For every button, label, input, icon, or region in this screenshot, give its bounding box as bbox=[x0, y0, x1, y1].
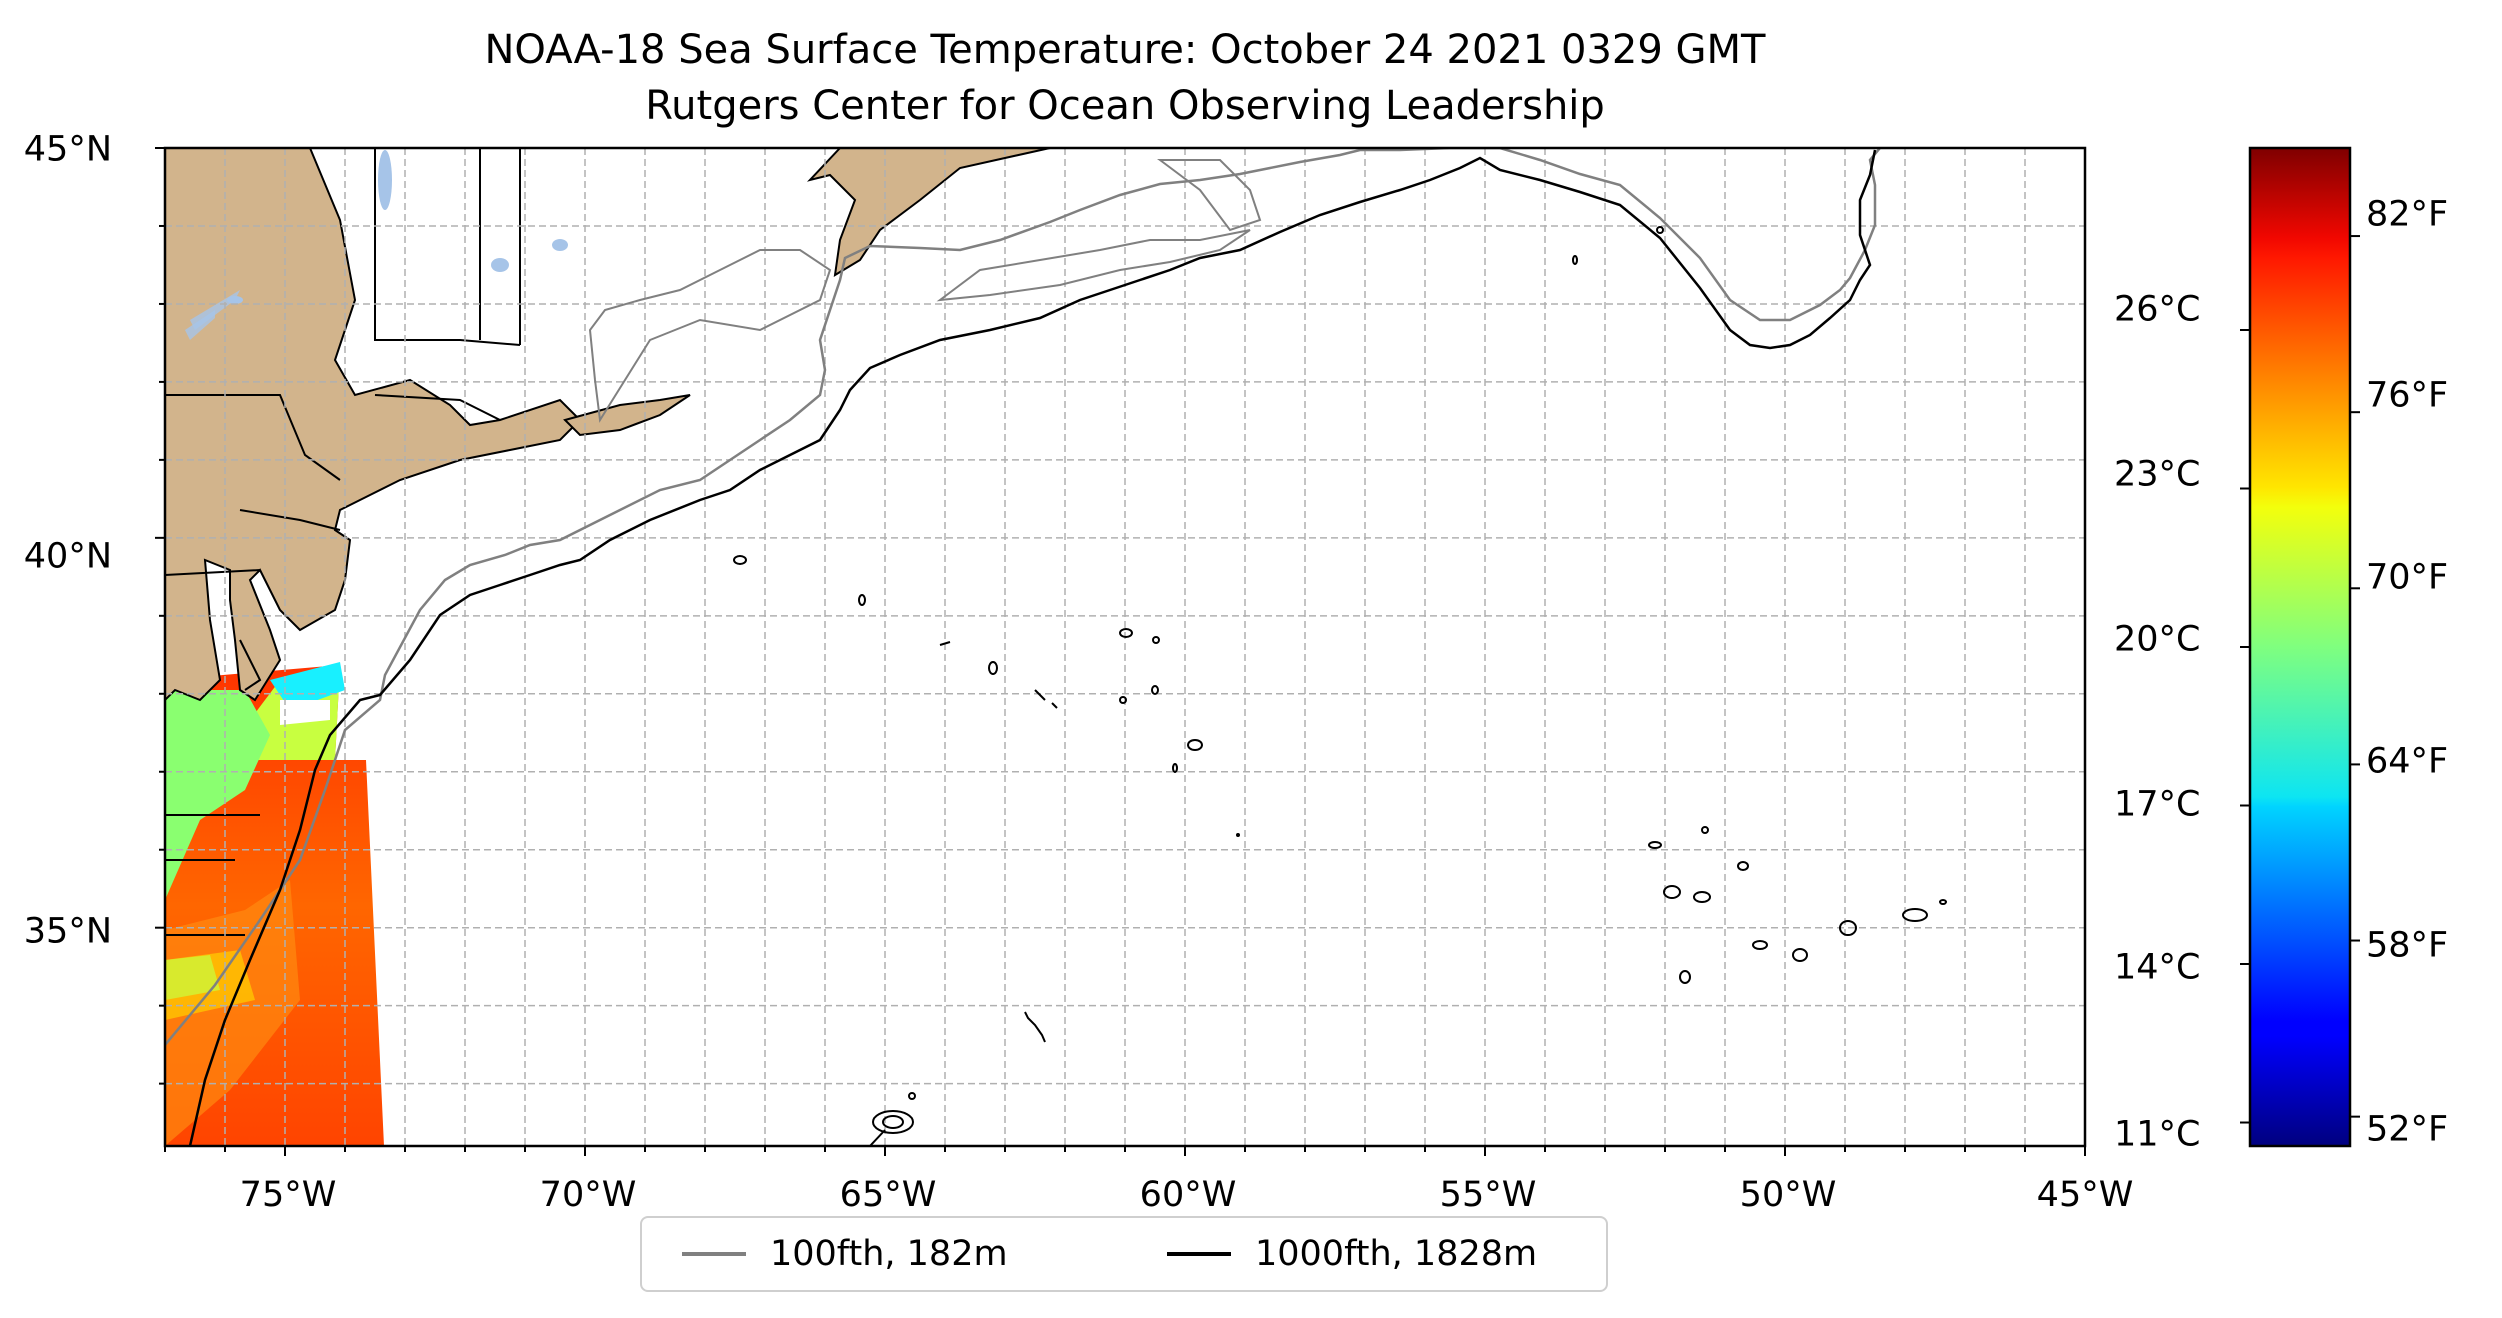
x-tick-label-50w: 50°W bbox=[1739, 1175, 1837, 1215]
x-tick-label-65w: 65°W bbox=[839, 1175, 937, 1215]
colorbar-label-17c: 17°C bbox=[2114, 784, 2201, 825]
x-tick-label-55w: 55°W bbox=[1439, 1175, 1537, 1215]
colorbar-label-52f: 52°F bbox=[2366, 1109, 2449, 1150]
contour-1000fth bbox=[188, 149, 1877, 1146]
gridlines bbox=[165, 148, 2085, 1146]
map-tick-marks bbox=[155, 147, 2086, 1156]
colorbar-label-11c: 11°C bbox=[2114, 1114, 2201, 1155]
legend-label-1000fth: 1000fth, 1828m bbox=[1255, 1234, 1538, 1274]
title-line1: NOAA-18 Sea Surface Temperature: October… bbox=[484, 27, 1766, 73]
colorbar-label-64f: 64°F bbox=[2366, 741, 2449, 782]
colorbar-label-20c: 20°C bbox=[2114, 619, 2201, 660]
x-tick-label-45w: 45°W bbox=[2036, 1175, 2134, 1215]
x-tick-label-70w: 70°W bbox=[539, 1175, 637, 1215]
lakes bbox=[185, 150, 568, 340]
colorbar-label-82f: 82°F bbox=[2366, 194, 2449, 235]
legend: 100fth, 182m 1000fth, 1828m bbox=[640, 1216, 1608, 1292]
colorbar-label-70f: 70°F bbox=[2366, 557, 2449, 598]
colorbar-label-14c: 14°C bbox=[2114, 947, 2201, 988]
y-tick-label-40n: 40°N bbox=[23, 536, 112, 577]
legend-label-100fth: 100fth, 182m bbox=[770, 1234, 1008, 1274]
legend-line-black bbox=[1167, 1252, 1231, 1256]
colorbar-tick-marks bbox=[2240, 235, 2360, 1124]
legend-item-100fth: 100fth, 182m bbox=[682, 1218, 1008, 1290]
x-tick-label-75w: 75°W bbox=[239, 1175, 337, 1215]
colorbar-label-23c: 23°C bbox=[2114, 454, 2201, 495]
contour-100fth bbox=[165, 148, 1881, 1046]
x-tick-label-60w: 60°W bbox=[1139, 1175, 1237, 1215]
title-line2: Rutgers Center for Ocean Observing Leade… bbox=[645, 83, 1605, 129]
seamounts bbox=[733, 226, 1947, 1146]
y-tick-label-35n: 35°N bbox=[23, 911, 112, 952]
colorbar bbox=[2248, 146, 2352, 1148]
legend-item-1000fth: 1000fth, 1828m bbox=[1167, 1218, 1537, 1290]
land bbox=[165, 148, 1051, 702]
colorbar-label-58f: 58°F bbox=[2366, 925, 2449, 966]
y-tick-label-45n: 45°N bbox=[23, 129, 112, 170]
contour-100fth-georges bbox=[588, 249, 832, 423]
legend-line-gray bbox=[682, 1252, 746, 1256]
colorbar-label-76f: 76°F bbox=[2366, 375, 2449, 416]
colorbar-label-26c: 26°C bbox=[2114, 289, 2201, 330]
contour-100fth-scotian bbox=[936, 229, 1251, 302]
contour-100fth-gulf bbox=[1157, 159, 1262, 232]
state-borders bbox=[165, 148, 521, 936]
